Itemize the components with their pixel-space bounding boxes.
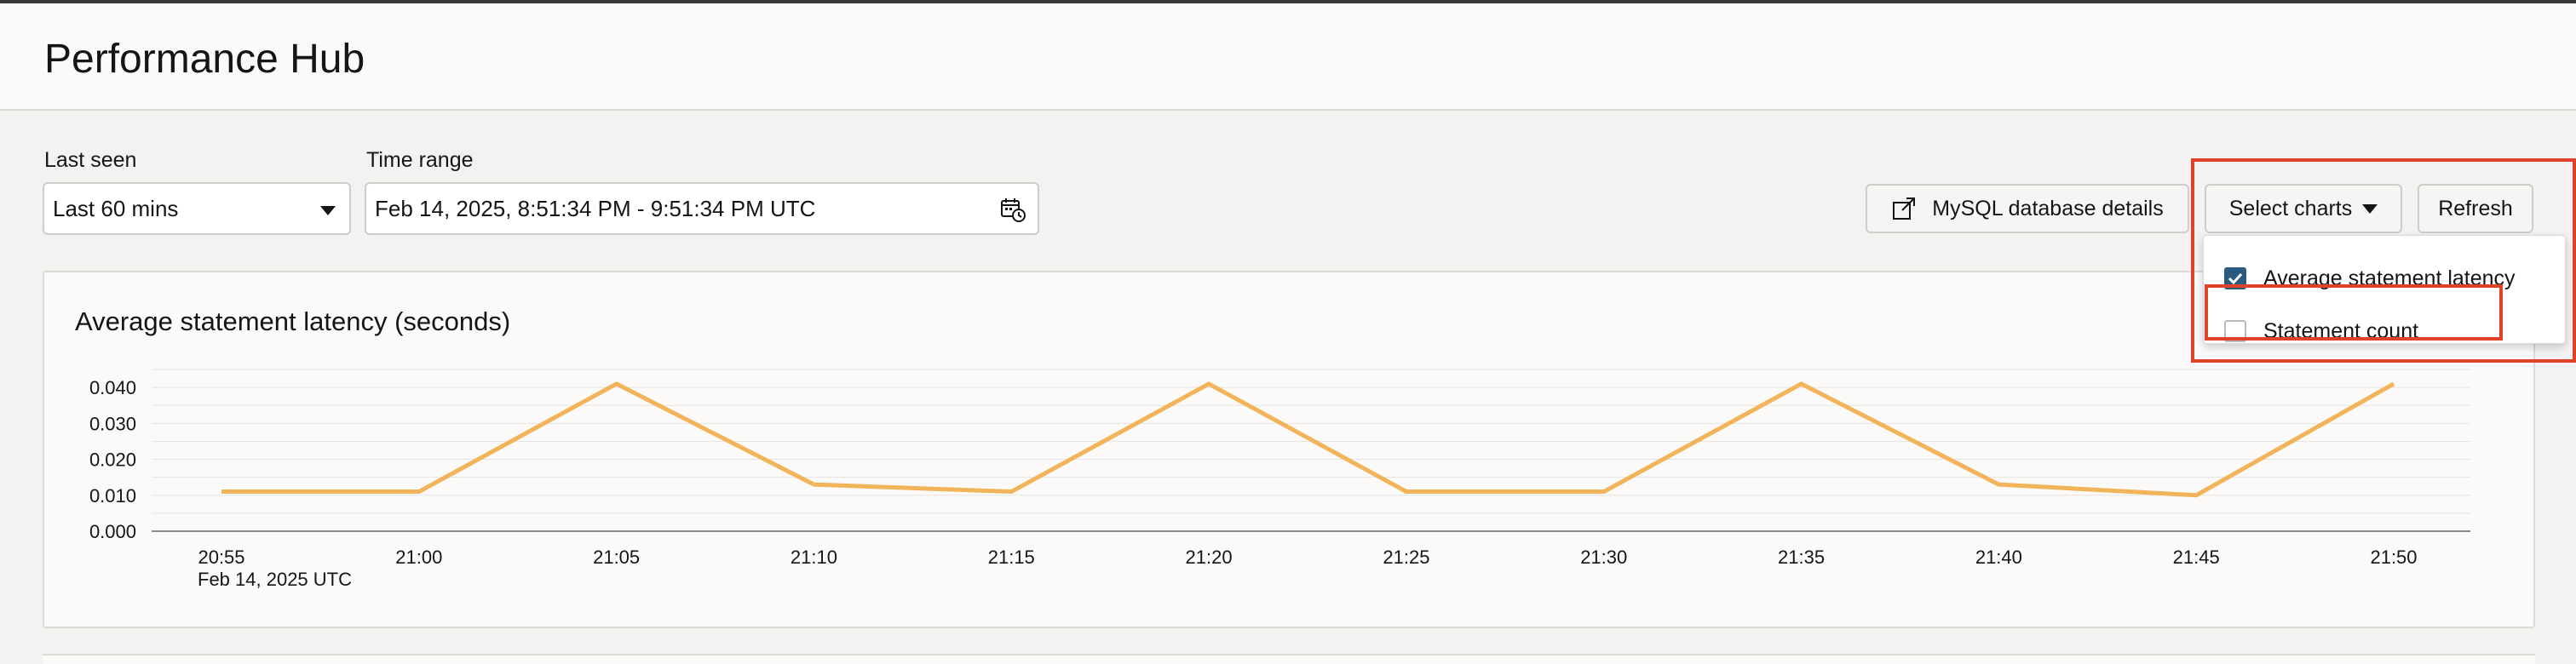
- checkbox-checked[interactable]: [2224, 267, 2246, 289]
- menu-option-label: Statement count: [2263, 319, 2418, 344]
- x-tick-label: 21:20: [1186, 547, 1233, 568]
- checkbox-unchecked[interactable]: [2224, 320, 2246, 342]
- y-tick-label: 0.040: [89, 377, 136, 398]
- x-tick-label: 20:55: [198, 547, 244, 568]
- menu-option-average-statement-latency[interactable]: Average statement latency: [2224, 261, 2516, 295]
- x-tick-label: 21:40: [1975, 547, 2022, 568]
- check-icon: [2227, 270, 2244, 287]
- y-tick-label: 0.000: [89, 521, 136, 542]
- x-tick-label: 21:10: [791, 547, 837, 568]
- next-card-edge: [43, 654, 2535, 664]
- series-line: [221, 384, 2394, 495]
- y-tick-label: 0.010: [89, 485, 136, 507]
- x-tick-label: 21:35: [1778, 547, 1825, 568]
- x-tick-label: 21:00: [395, 547, 442, 568]
- select-charts-menu: Average statement latency Statement coun…: [2203, 235, 2566, 344]
- x-tick-label: 21:05: [593, 547, 640, 568]
- y-tick-label: 0.020: [89, 449, 136, 471]
- menu-option-label: Average statement latency: [2263, 266, 2516, 291]
- y-tick-label: 0.030: [89, 413, 136, 434]
- x-tick-label: 21:25: [1383, 547, 1429, 568]
- x-axis-date-label: Feb 14, 2025 UTC: [198, 569, 352, 590]
- x-tick-label: 21:45: [2173, 547, 2220, 568]
- x-tick-label: 21:50: [2370, 547, 2417, 568]
- x-tick-label: 21:30: [1580, 547, 1627, 568]
- x-tick-label: 21:15: [988, 547, 1035, 568]
- menu-option-statement-count[interactable]: Statement count: [2224, 314, 2418, 348]
